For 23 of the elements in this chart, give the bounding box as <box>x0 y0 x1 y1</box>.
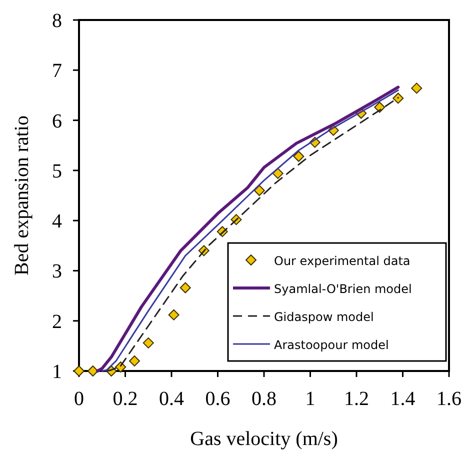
legend-label: Arastoopour model <box>274 338 389 352</box>
x-tick-label: 0.6 <box>205 388 230 410</box>
y-tick-label: 2 <box>52 310 62 333</box>
y-axis-title: Bed expansion ratio <box>11 116 33 276</box>
x-tick-label: 1.2 <box>344 388 369 410</box>
y-tick-label: 4 <box>52 210 62 233</box>
x-tick-label: 0.8 <box>252 388 276 410</box>
legend-label: Syamlal-O'Brien model <box>274 282 412 296</box>
y-tick-label: 3 <box>52 260 62 283</box>
x-tick-label: 0.2 <box>112 388 138 410</box>
y-tick-label: 1 <box>52 361 62 383</box>
y-tick-label: 6 <box>52 110 62 132</box>
y-tick-label: 7 <box>52 60 62 82</box>
x-tick-label: 0 <box>74 388 84 410</box>
y-tick-label: 5 <box>52 160 62 182</box>
x-axis-title: Gas velocity (m/s) <box>190 428 338 450</box>
legend-label: Gidaspow model <box>274 310 374 324</box>
x-tick-label: 1.4 <box>390 388 416 410</box>
x-tick-label: 0.4 <box>159 388 184 410</box>
legend-label: Our experimental data <box>274 254 410 268</box>
y-tick-label: 8 <box>52 10 62 32</box>
x-tick-label: 1.6 <box>436 388 462 410</box>
x-tick-label: 1 <box>305 388 316 410</box>
